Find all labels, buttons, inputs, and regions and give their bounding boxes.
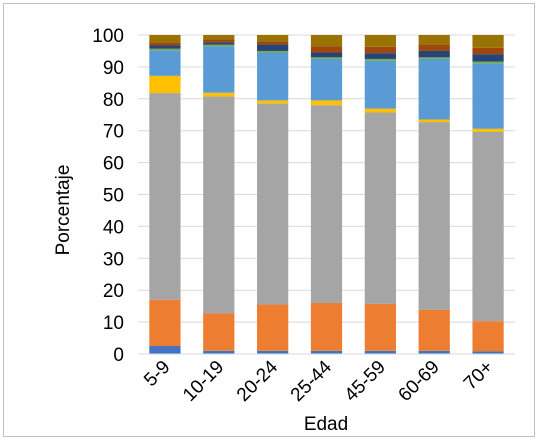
y-tick-label: 70 [103, 122, 124, 143]
bar-segment [257, 103, 289, 305]
y-tick-label: 40 [103, 217, 124, 238]
y-tick-label: 30 [103, 249, 124, 270]
bar-segment [472, 35, 504, 48]
x-axis-ticks: 5-9 10-19 20-24 25-44 45-59 60-69 70+ [140, 356, 497, 406]
bar-segment [257, 50, 289, 53]
y-tick-label: 50 [103, 186, 124, 207]
bar-segment [418, 122, 450, 310]
bar-segment [418, 35, 450, 45]
bars [149, 35, 504, 354]
bar-segment [203, 313, 235, 351]
bar-segment [472, 128, 504, 132]
bar-segment [418, 50, 450, 58]
bar-segment [472, 61, 504, 64]
y-tick-label: 10 [103, 313, 124, 334]
x-tick-label: 45-59 [341, 357, 390, 406]
bar-segment [149, 48, 181, 51]
bar-segment [364, 60, 396, 109]
bar-segment [149, 75, 181, 94]
bar-segment [364, 53, 396, 59]
bar-segment [149, 35, 181, 43]
bar-segment [203, 92, 235, 97]
bar-segment [472, 131, 504, 322]
bar-segment [310, 46, 343, 53]
y-tick-label: 0 [113, 345, 124, 366]
bar-segment [203, 44, 235, 47]
bar-segment [310, 52, 343, 58]
bar-segment [149, 346, 181, 354]
x-tick-label: 25-44 [287, 356, 337, 406]
bar-segment [310, 35, 343, 47]
bar-segment [418, 58, 450, 120]
bar-segment [203, 96, 235, 314]
bar-segment [364, 108, 396, 113]
bar-segment [472, 63, 504, 129]
bar-segment [310, 105, 343, 303]
bar-segment [472, 47, 504, 55]
bar-segment [149, 50, 181, 76]
bar-segment [418, 119, 450, 123]
bar-segment [472, 54, 504, 62]
y-tick-label: 90 [103, 58, 124, 79]
bar-segment [364, 303, 396, 351]
bar-segment [364, 35, 396, 47]
bar-segment [203, 39, 235, 43]
x-tick-label: 60-69 [395, 357, 444, 406]
bar-segment [149, 42, 181, 46]
bar-segment [364, 46, 396, 54]
y-tick-label: 80 [103, 90, 124, 111]
bar-segment [257, 35, 289, 42]
x-tick-label: 10-19 [179, 357, 228, 406]
bar-segment [418, 309, 450, 351]
bar-segment [149, 93, 181, 300]
bar-segment [310, 57, 343, 59]
x-axis-title: Edad [304, 414, 348, 435]
x-tick-label: 70+ [460, 357, 498, 395]
bar-segment [257, 44, 289, 51]
y-tick-label: 60 [103, 154, 124, 175]
bar-segment [203, 35, 235, 40]
y-tick-label: 100 [92, 26, 124, 47]
bar-segment [257, 41, 289, 45]
bar-segment [472, 351, 504, 354]
bar-segment [257, 304, 289, 351]
bar-segment [203, 46, 235, 93]
bar-segment [310, 58, 343, 101]
bar-segment [310, 302, 343, 351]
bar-segment [257, 350, 289, 354]
bar-segment [418, 57, 450, 59]
bar-segment [203, 350, 235, 354]
bar-segment [257, 52, 289, 101]
bar-segment [310, 100, 343, 106]
bar-segment [310, 350, 343, 354]
bar-segment [149, 299, 181, 347]
bar-segment [203, 42, 235, 45]
bar-segment [364, 112, 396, 304]
x-tick-label: 5-9 [140, 357, 174, 391]
bar-segment [418, 350, 450, 354]
bar-segment [472, 321, 504, 352]
x-tick-label: 20-24 [233, 356, 283, 406]
y-axis-ticks: 0 10 20 30 40 50 60 70 80 90 100 [92, 26, 124, 366]
y-tick-label: 20 [103, 281, 124, 302]
bar-segment [364, 58, 396, 61]
y-axis-title: Porcentaje [53, 165, 74, 256]
bar-segment [364, 350, 396, 354]
bar-segment [149, 45, 181, 49]
bar-segment [418, 44, 450, 51]
bar-segment [257, 100, 289, 104]
